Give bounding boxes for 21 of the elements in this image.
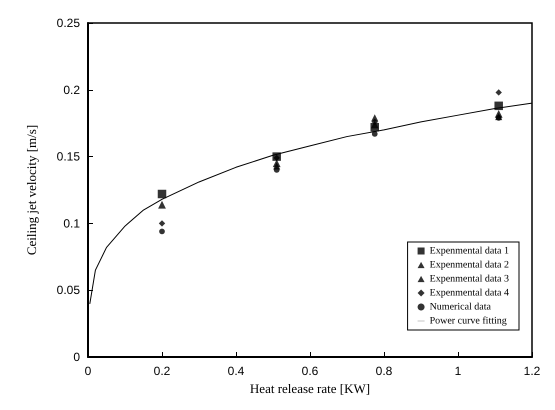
x-tick-label: 0.8 (376, 364, 393, 378)
x-tick-label: 0.2 (154, 364, 171, 378)
y-tick-label: 0.2 (63, 82, 80, 97)
legend-label: Numerical data (430, 302, 492, 312)
x-axis-title: Heat release rate [KW] (250, 381, 370, 396)
legend-label: Expenmental data 3 (430, 274, 510, 284)
x-tick-label: 1 (454, 364, 462, 378)
y-tick-label: 0 (73, 350, 80, 364)
x-tick-label: 0.4 (228, 364, 245, 378)
y-tick-label: 0.05 (56, 283, 80, 298)
legend-label: Power curve fitting (430, 316, 507, 326)
x-tick-label: 1.2 (524, 364, 541, 378)
legend-label: Expenmental data 2 (430, 260, 510, 270)
y-tick-label: 0.1 (63, 216, 80, 230)
legend-label: Expenmental data 1 (430, 246, 510, 256)
legend-label: Expenmental data 4 (430, 288, 510, 298)
x-tick-label: 0 (84, 364, 92, 378)
y-axis-title: Ceiling jet velocity [m/s] (24, 124, 39, 256)
y-tick-label: 0.15 (56, 150, 80, 164)
x-tick-label: 0.6 (302, 364, 319, 378)
y-tick-label: 0.25 (56, 16, 80, 30)
